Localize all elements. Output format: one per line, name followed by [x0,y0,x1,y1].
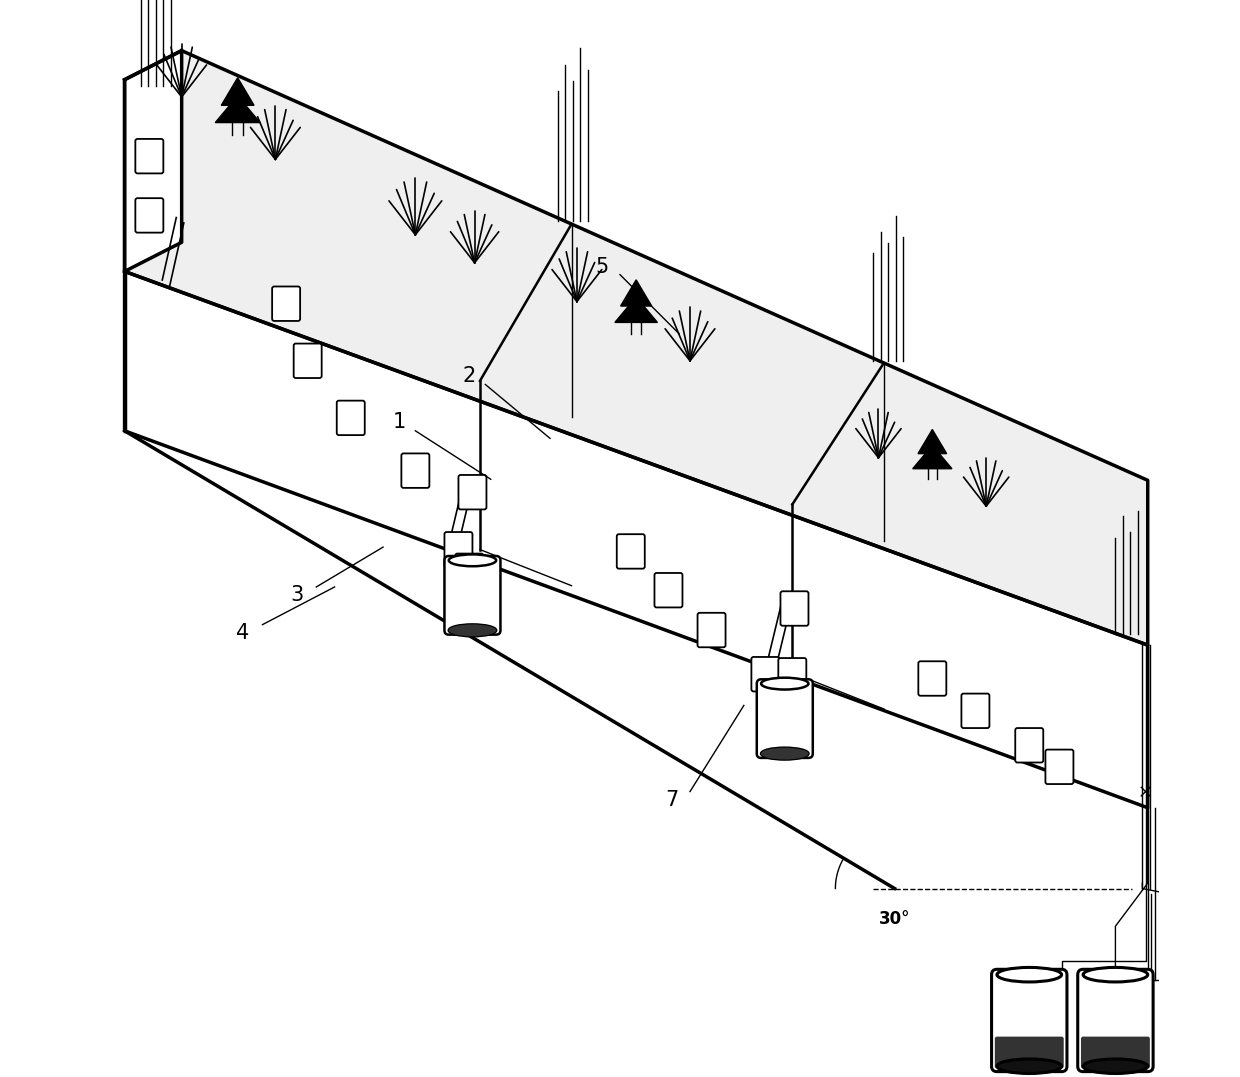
Ellipse shape [761,747,808,759]
FancyBboxPatch shape [751,657,780,691]
FancyBboxPatch shape [455,554,484,588]
FancyBboxPatch shape [272,286,300,321]
FancyBboxPatch shape [765,694,794,728]
FancyBboxPatch shape [337,401,365,435]
Polygon shape [918,430,946,453]
Ellipse shape [449,555,496,567]
FancyBboxPatch shape [402,453,429,488]
Polygon shape [124,51,182,271]
Text: 3: 3 [290,585,304,604]
Text: 4: 4 [237,624,249,643]
Text: 2: 2 [463,366,476,386]
FancyBboxPatch shape [756,680,812,758]
Polygon shape [124,271,1148,808]
Polygon shape [216,96,260,123]
FancyBboxPatch shape [994,1036,1064,1068]
FancyBboxPatch shape [992,969,1066,1072]
Ellipse shape [1083,967,1148,982]
FancyBboxPatch shape [919,661,946,696]
FancyBboxPatch shape [698,613,725,647]
Ellipse shape [449,625,496,637]
FancyBboxPatch shape [616,534,645,569]
Ellipse shape [761,747,808,759]
Polygon shape [620,280,652,306]
FancyBboxPatch shape [1081,1036,1149,1068]
Ellipse shape [761,677,808,689]
Ellipse shape [997,1059,1061,1074]
FancyBboxPatch shape [135,139,164,173]
FancyBboxPatch shape [1078,969,1153,1072]
Text: 30°: 30° [879,910,910,928]
FancyBboxPatch shape [655,573,682,607]
Text: 1: 1 [393,412,405,432]
Text: 5: 5 [595,257,609,277]
FancyBboxPatch shape [1016,728,1043,763]
Polygon shape [124,51,1148,645]
FancyBboxPatch shape [444,532,472,567]
FancyBboxPatch shape [135,198,164,233]
FancyBboxPatch shape [780,591,808,626]
FancyBboxPatch shape [779,658,806,693]
Ellipse shape [1083,1059,1148,1074]
Text: 7: 7 [665,791,678,810]
Polygon shape [221,78,254,106]
FancyBboxPatch shape [961,694,990,728]
Polygon shape [615,297,657,322]
Polygon shape [913,446,952,468]
FancyBboxPatch shape [444,556,501,634]
FancyBboxPatch shape [459,475,486,509]
FancyBboxPatch shape [1045,750,1074,784]
Ellipse shape [997,967,1061,982]
FancyBboxPatch shape [294,344,321,378]
Ellipse shape [449,625,496,637]
